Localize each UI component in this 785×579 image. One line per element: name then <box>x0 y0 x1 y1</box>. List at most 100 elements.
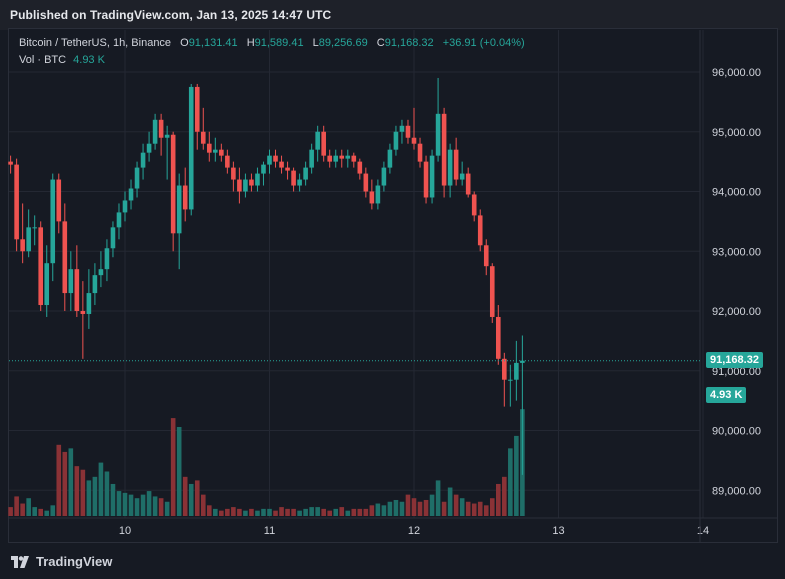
volume-bar <box>80 469 86 516</box>
volume-bar <box>243 510 248 516</box>
volume-bar <box>459 498 465 516</box>
close-label: C <box>376 37 385 49</box>
candle-body <box>8 161 13 165</box>
candle-body <box>80 311 86 314</box>
volume-bar <box>393 499 399 516</box>
candle-body <box>50 179 56 264</box>
volume-bar <box>225 508 230 516</box>
last-price-tag: 91,168.32 <box>706 352 763 368</box>
candle-body <box>146 143 152 153</box>
candle-body <box>225 155 230 168</box>
volume-bar <box>122 492 128 516</box>
candle-body <box>231 167 236 180</box>
volume-bar <box>14 496 19 516</box>
candle-body <box>14 164 19 240</box>
candle-body <box>26 227 31 252</box>
open-value: 91,131.41 <box>188 37 238 49</box>
volume-bar <box>477 501 483 516</box>
volume-bar <box>375 503 381 516</box>
candle-body <box>441 113 447 186</box>
volume-bar <box>489 498 495 516</box>
volume-bar <box>417 501 423 516</box>
candle-body <box>453 149 459 180</box>
candle-body <box>206 143 212 153</box>
candle-body <box>429 155 435 198</box>
y-tick-label: 94,000.00 <box>712 187 761 199</box>
x-tick-label: 14 <box>697 525 709 537</box>
volume-bar <box>363 508 369 516</box>
candle-body <box>483 245 489 267</box>
chart-legend: Bitcoin / TetherUS, 1h, Binance O91,131.… <box>19 35 525 68</box>
candle-body <box>188 86 194 210</box>
volume-bar <box>447 487 453 516</box>
candle-body <box>393 131 399 150</box>
candle-body <box>74 269 80 311</box>
candle-body <box>164 134 170 138</box>
volume-bar <box>285 508 290 516</box>
volume-bar <box>483 505 489 516</box>
candle-body <box>237 179 242 192</box>
volume-bar <box>387 501 393 516</box>
candle-body <box>411 137 417 144</box>
volume-bar <box>369 505 375 516</box>
volume-bar <box>471 503 477 516</box>
candle-body <box>309 149 314 168</box>
candle-body <box>405 125 411 138</box>
volume-bar <box>429 494 435 516</box>
candle-body <box>194 86 200 132</box>
candle-body <box>273 155 278 162</box>
candle-body <box>435 113 441 156</box>
publish-header: Published on TradingView.com, Jan 13, 20… <box>0 0 785 30</box>
volume-bar <box>399 501 405 516</box>
volume-bar <box>453 494 459 516</box>
candle-body <box>357 161 363 174</box>
volume-bar <box>20 503 25 516</box>
volume-bar <box>86 480 92 516</box>
candle-body <box>387 149 393 168</box>
candle-body <box>471 194 477 216</box>
high-label: H <box>246 37 255 49</box>
candle-body <box>249 179 254 186</box>
candle-body <box>495 316 501 359</box>
volume-bar <box>68 448 74 516</box>
volume-bar <box>140 494 146 516</box>
volume-bar <box>219 510 224 516</box>
candle-body <box>122 200 128 213</box>
x-tick-label: 10 <box>119 525 131 537</box>
volume-bar <box>206 505 212 516</box>
volume-bar <box>291 508 296 516</box>
volume-bar <box>423 499 429 516</box>
candle-body <box>170 134 176 234</box>
volume-bar <box>411 498 417 516</box>
volume-bar <box>441 501 447 516</box>
candle-body <box>152 119 158 144</box>
candle-body <box>134 167 140 189</box>
volume-bar <box>345 510 351 516</box>
x-tick-label: 11 <box>264 525 275 537</box>
volume-tag: 4.93 K <box>706 387 747 403</box>
y-tick-label: 95,000.00 <box>712 127 761 139</box>
candle-body <box>417 143 423 162</box>
y-tick-label: 92,000.00 <box>712 306 761 318</box>
candle-body <box>38 227 44 306</box>
volume-bar <box>327 510 333 516</box>
candle-body <box>502 358 507 380</box>
candle-body <box>489 266 495 317</box>
volume-bar <box>26 498 31 516</box>
high-value: 91,589.41 <box>254 37 304 49</box>
chart-frame[interactable] <box>8 28 778 543</box>
x-tick-label: 13 <box>552 525 564 537</box>
candle-body <box>327 155 333 162</box>
candle-body <box>104 248 110 270</box>
tradingview-logo[interactable]: TradingView <box>11 554 112 569</box>
candle-body <box>303 167 308 180</box>
volume-bar <box>502 476 507 516</box>
low-value: 89,256.69 <box>318 37 368 49</box>
candle-body <box>297 179 302 186</box>
y-tick-label: 93,000.00 <box>712 246 761 258</box>
volume-bar <box>315 507 320 516</box>
volume-bar <box>152 496 158 516</box>
candle-body <box>375 185 381 204</box>
volume-bar <box>110 483 116 516</box>
